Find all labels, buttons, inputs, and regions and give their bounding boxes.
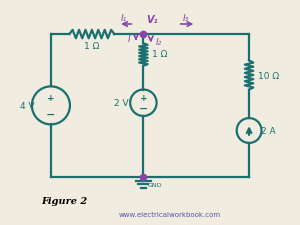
Text: I₃: I₃ (182, 14, 189, 23)
Text: I₁: I₁ (121, 14, 127, 23)
Text: GND: GND (147, 182, 162, 187)
Text: +: + (47, 93, 55, 102)
Text: V₁: V₁ (147, 15, 158, 25)
Text: 1 Ω: 1 Ω (152, 50, 167, 59)
Text: I₂: I₂ (156, 38, 162, 47)
Text: −: − (139, 104, 148, 114)
Text: Figure 2: Figure 2 (41, 196, 87, 205)
Text: 4 V: 4 V (20, 101, 35, 110)
Text: 2 A: 2 A (261, 126, 275, 135)
Text: −: − (46, 109, 56, 119)
Text: 2 V: 2 V (114, 99, 128, 108)
Text: I: I (128, 35, 130, 44)
Text: +: + (140, 93, 147, 102)
Text: www.electricalworkbook.com: www.electricalworkbook.com (119, 211, 221, 217)
Text: 10 Ω: 10 Ω (258, 71, 279, 80)
Text: 1 Ω: 1 Ω (84, 41, 100, 50)
